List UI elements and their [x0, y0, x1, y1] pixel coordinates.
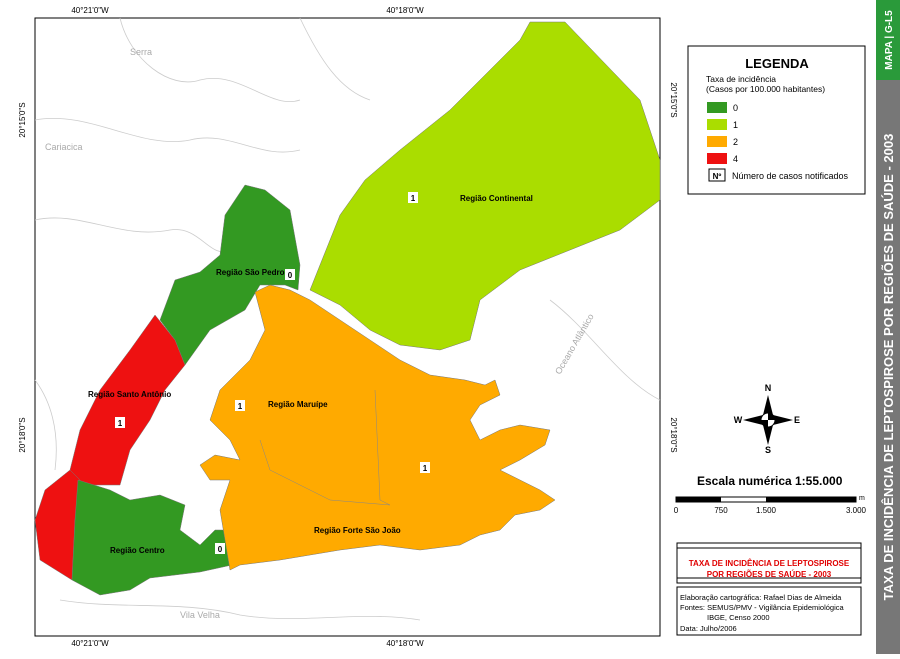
- title-line: TAXA DE INCIDÊNCIA DE LEPTOSPIROSE: [689, 559, 850, 568]
- credit-line: Elaboração cartográfica: Rafael Dias de …: [680, 593, 842, 602]
- sidebar-code: MAPA | G-L5: [884, 10, 895, 70]
- legend-label: 0: [733, 103, 738, 113]
- coord-label: 20°15'0"S: [669, 82, 678, 117]
- compass-letter: W: [734, 415, 743, 425]
- legend-subtitle: Taxa de incidência: [706, 74, 776, 84]
- compass-letter: E: [794, 415, 800, 425]
- legend-title: LEGENDA: [745, 56, 809, 71]
- title-text: TAXA DE INCIDÊNCIA DE LEPTOSPIROSE POR RE…: [689, 559, 850, 579]
- region-label: Região Continental: [460, 194, 533, 203]
- region-label: Região São Pedro: [216, 268, 285, 277]
- coord-label: 20°18'0"S: [669, 417, 678, 452]
- region-boundary: [259, 389, 391, 506]
- case-count: 0: [288, 271, 293, 280]
- region-label: Região Centro: [110, 546, 165, 555]
- count-box: [115, 417, 125, 428]
- legend-cases-label: Número de casos notificados: [732, 171, 849, 181]
- sidebar-title: TAXA DE INCIDÊNCIA DE LEPTOSPIROSE POR R…: [881, 134, 896, 601]
- case-count: 0: [218, 545, 223, 554]
- case-count: 1: [238, 402, 243, 411]
- coord-label: 40°18'0"W: [386, 639, 424, 648]
- compass-letter: N: [765, 383, 772, 393]
- case-count: 1: [411, 194, 416, 203]
- count-box: [215, 543, 225, 554]
- scale-title: Escala numérica: [697, 474, 792, 488]
- legend-swatch: [707, 119, 727, 130]
- scale-tick: 0: [674, 506, 679, 515]
- region-santo-antonio: [69, 314, 186, 486]
- sidebar-code-bg: [876, 0, 900, 80]
- compass: [743, 395, 793, 445]
- legend: LEGENDA Taxa de incidência(Casos por 100.…: [706, 56, 849, 182]
- legend-symbol: Nº: [713, 172, 722, 181]
- legend-label: 4: [733, 154, 738, 164]
- scale-unit: m: [859, 495, 865, 502]
- credits: Elaboração cartográfica: Rafael Dias de …: [680, 593, 845, 633]
- case-count: 1: [423, 464, 428, 473]
- credits-box: [676, 586, 862, 636]
- legend-swatch: [707, 153, 727, 164]
- case-count: 1: [118, 419, 123, 428]
- scale-bar: [675, 496, 857, 503]
- compass-letter: S: [765, 445, 771, 455]
- count-box: [408, 192, 418, 203]
- compass-labels: N S E W: [734, 383, 800, 455]
- sidebar-bg: [876, 80, 900, 654]
- legend-swatch: [707, 136, 727, 147]
- scale: Escala numérica 1:55.000 0 750 1.500 3.000 m: [674, 474, 867, 515]
- scale-tick: 3.000: [846, 506, 867, 515]
- credit-line: Fontes: SEMUS/PMV - Vigilância Epidemiol…: [680, 603, 845, 612]
- background-lines: [34, 17, 661, 621]
- region-label: Região Santo Antônio: [88, 390, 171, 399]
- scale-tick: 750: [714, 506, 728, 515]
- coord-label: 20°18'0"S: [18, 417, 27, 452]
- place-label: Vila Velha: [180, 610, 220, 620]
- scale-ratio: 1:55.000: [795, 474, 843, 488]
- coord-label: 40°21'0"W: [71, 6, 109, 15]
- legend-label: 1: [733, 120, 738, 130]
- title-line: POR REGIÕES DE SAÚDE - 2003: [707, 570, 832, 579]
- credit-line: IBGE, Censo 2000: [707, 613, 770, 622]
- count-box: [420, 462, 430, 473]
- region-continental: [309, 21, 661, 351]
- legend-label: 2: [733, 137, 738, 147]
- coord-label: 40°21'0"W: [71, 639, 109, 648]
- coordinates: 40°21'0"W 40°18'0"W 40°21'0"W 40°18'0"W 20°1…: [18, 6, 678, 648]
- legend-swatch: [707, 102, 727, 113]
- legend-subtitle: (Casos por 100.000 habitantes): [706, 84, 825, 94]
- coord-label: 20°15'0"S: [18, 102, 27, 137]
- region-label: Região Maruípe: [268, 400, 328, 409]
- count-box: [235, 400, 245, 411]
- region-maruipe-forte: [199, 284, 556, 571]
- region-label: Região Forte São João: [314, 526, 401, 535]
- legend-symbol-box: [708, 168, 726, 182]
- place-label: Serra: [130, 47, 152, 57]
- region-sao-pedro: [159, 184, 301, 366]
- scale-tick: 1.500: [756, 506, 777, 515]
- coord-label: 40°18'0"W: [386, 6, 424, 15]
- count-box: [285, 269, 295, 280]
- title-box: [676, 542, 862, 584]
- credit-line: Data: Julho/2006: [680, 624, 737, 633]
- place-label: Cariacica: [45, 142, 83, 152]
